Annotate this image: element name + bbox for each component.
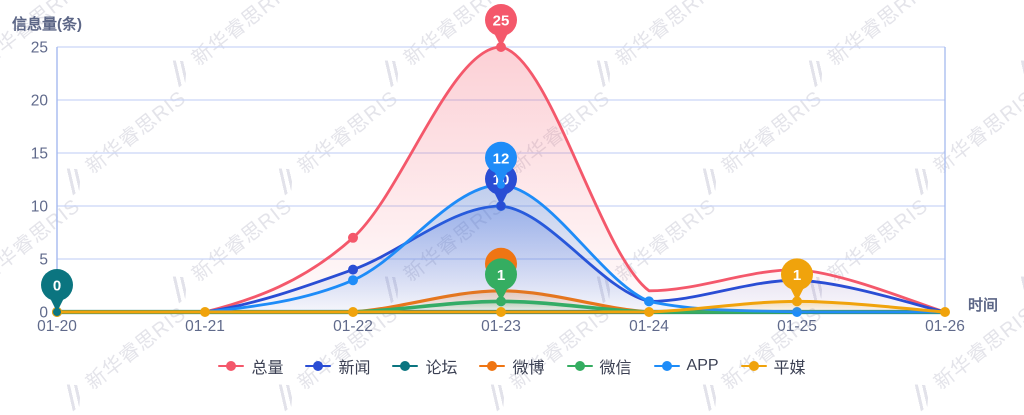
pin-value-label: 0 xyxy=(53,278,61,295)
legend-item-2[interactable]: 论坛 xyxy=(392,354,457,378)
legend-dot-icon xyxy=(487,361,498,371)
y-tick-label: 20 xyxy=(31,93,49,110)
y-tick-label: 25 xyxy=(31,40,48,57)
legend: 总量 新闻 论坛 微博 微信 APP 平媒 xyxy=(0,352,1024,380)
legend-dot-icon xyxy=(226,361,237,371)
pin-balloon xyxy=(485,258,517,291)
legend-marker-icon xyxy=(392,361,419,371)
pin-value-label: 1 xyxy=(497,267,505,284)
x-tick-label: 01-26 xyxy=(925,318,965,335)
x-tick-label: 01-23 xyxy=(481,318,521,335)
legend-label: 新闻 xyxy=(338,360,371,377)
series-area-6 xyxy=(57,301,945,312)
pin-balloon xyxy=(485,141,517,174)
max-marker-pin: 1 xyxy=(485,258,517,306)
pin-tip-dot xyxy=(497,297,505,306)
legend-label: 微信 xyxy=(599,360,632,377)
legend-dot-icon xyxy=(661,361,672,371)
legend-item-6[interactable]: 平媒 xyxy=(740,354,806,378)
max-marker-pin: 25 xyxy=(485,4,517,51)
legend-marker-icon xyxy=(653,361,680,371)
pin-balloon xyxy=(485,4,517,36)
data-point xyxy=(644,307,654,317)
legend-marker-icon xyxy=(305,361,332,371)
y-tick-label: 0 xyxy=(39,305,48,322)
data-point xyxy=(348,232,358,243)
y-axis-title: 信息量(条) xyxy=(12,16,82,33)
data-point xyxy=(348,264,358,275)
pin-tip-dot xyxy=(53,308,61,316)
pin-tip-dot xyxy=(793,297,801,306)
legend-item-0[interactable]: 总量 xyxy=(218,354,283,378)
legend-label: 平媒 xyxy=(773,360,806,377)
data-point xyxy=(200,307,210,317)
legend-dot-icon xyxy=(574,361,585,371)
pin-balloon xyxy=(41,269,73,301)
pin-value-label: 1 xyxy=(793,267,801,284)
x-axis-title: 时间 xyxy=(968,297,999,314)
y-tick-label: 10 xyxy=(31,199,49,216)
pin-balloon xyxy=(781,258,813,291)
data-point xyxy=(644,296,654,307)
legend-dot-icon xyxy=(748,361,759,371)
legend-dot-icon xyxy=(313,361,324,371)
x-tick-label: 01-22 xyxy=(333,318,373,335)
max-marker-pin: 0 xyxy=(41,269,73,316)
legend-marker-icon xyxy=(218,361,245,371)
max-marker-pin: 1 xyxy=(781,258,813,306)
x-tick-label: 01-25 xyxy=(777,318,817,335)
legend-label: 微博 xyxy=(512,360,545,377)
pin-value-label: 12 xyxy=(493,150,510,167)
x-tick-label: 01-24 xyxy=(629,318,669,335)
y-tick-label: 5 xyxy=(39,252,48,269)
legend-item-1[interactable]: 新闻 xyxy=(305,354,370,378)
pin-tip-dot xyxy=(497,43,505,51)
y-tick-label: 15 xyxy=(31,146,48,163)
legend-label: 论坛 xyxy=(425,360,458,377)
pin-value-label: 25 xyxy=(493,13,510,30)
pin-tip-dot xyxy=(497,180,505,189)
legend-item-5[interactable]: APP xyxy=(653,357,719,375)
data-point xyxy=(940,307,950,317)
legend-dot-icon xyxy=(400,361,411,371)
legend-label: APP xyxy=(686,357,719,374)
data-point xyxy=(348,275,358,286)
x-tick-label: 01-20 xyxy=(37,318,77,335)
legend-marker-icon xyxy=(479,361,506,371)
max-marker-pin: 12 xyxy=(485,141,517,189)
legend-item-4[interactable]: 微信 xyxy=(566,354,632,378)
legend-item-3[interactable]: 微博 xyxy=(479,354,545,378)
legend-marker-icon xyxy=(740,361,767,371)
legend-label: 总量 xyxy=(251,360,284,377)
x-tick-label: 01-21 xyxy=(185,318,225,335)
data-point xyxy=(496,307,506,317)
pin-tip-dot xyxy=(497,202,505,210)
legend-marker-icon xyxy=(566,361,593,371)
data-point xyxy=(348,307,358,317)
